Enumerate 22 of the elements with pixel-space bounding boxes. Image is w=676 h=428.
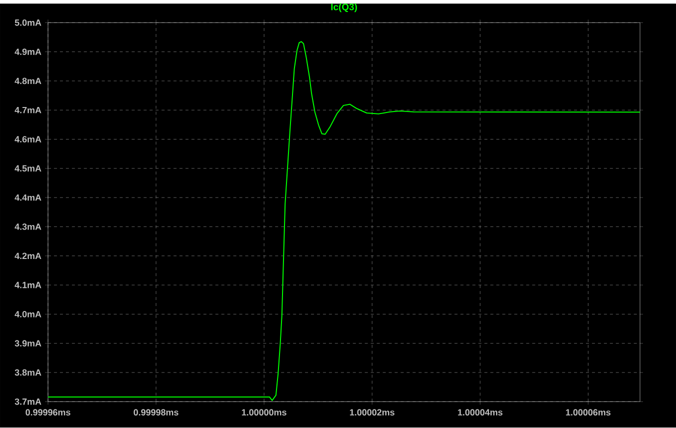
y-tick-label: 4.8mA [14, 78, 42, 84]
y-tick-label: 4.7mA [14, 107, 42, 114]
y-tick-label: 4.5mA [14, 165, 42, 172]
y-tick-label: 3.8mA [14, 369, 42, 376]
x-tick-label: 0.99998ms [134, 409, 178, 416]
x-tick-label: 1.00004ms [458, 409, 502, 416]
y-tick-label: 4.9mA [14, 48, 42, 56]
y-tick-label: 4.2mA [14, 252, 42, 260]
y-tick-label: 4.1mA [14, 282, 42, 288]
y-tick-label: 4.4mA [14, 194, 42, 201]
chart-title: Ic(Q3) [331, 3, 357, 12]
y-tick-label: 3.9mA [14, 340, 42, 347]
y-tick-label: 4.3mA [14, 224, 42, 230]
y-tick-label: 4.6mA [14, 136, 42, 143]
x-tick-label: 1.00006ms [566, 409, 610, 416]
y-tick-label: 5.0mA [14, 20, 42, 26]
x-tick-label: 1.00000ms [242, 409, 286, 416]
y-tick-label: 4.0mA [14, 311, 42, 318]
y-tick-label: 3.7mA [14, 398, 42, 405]
line-series [48, 41, 640, 402]
x-tick-label: 0.99996ms [26, 409, 70, 416]
x-tick-label: 1.00002ms [350, 409, 394, 416]
